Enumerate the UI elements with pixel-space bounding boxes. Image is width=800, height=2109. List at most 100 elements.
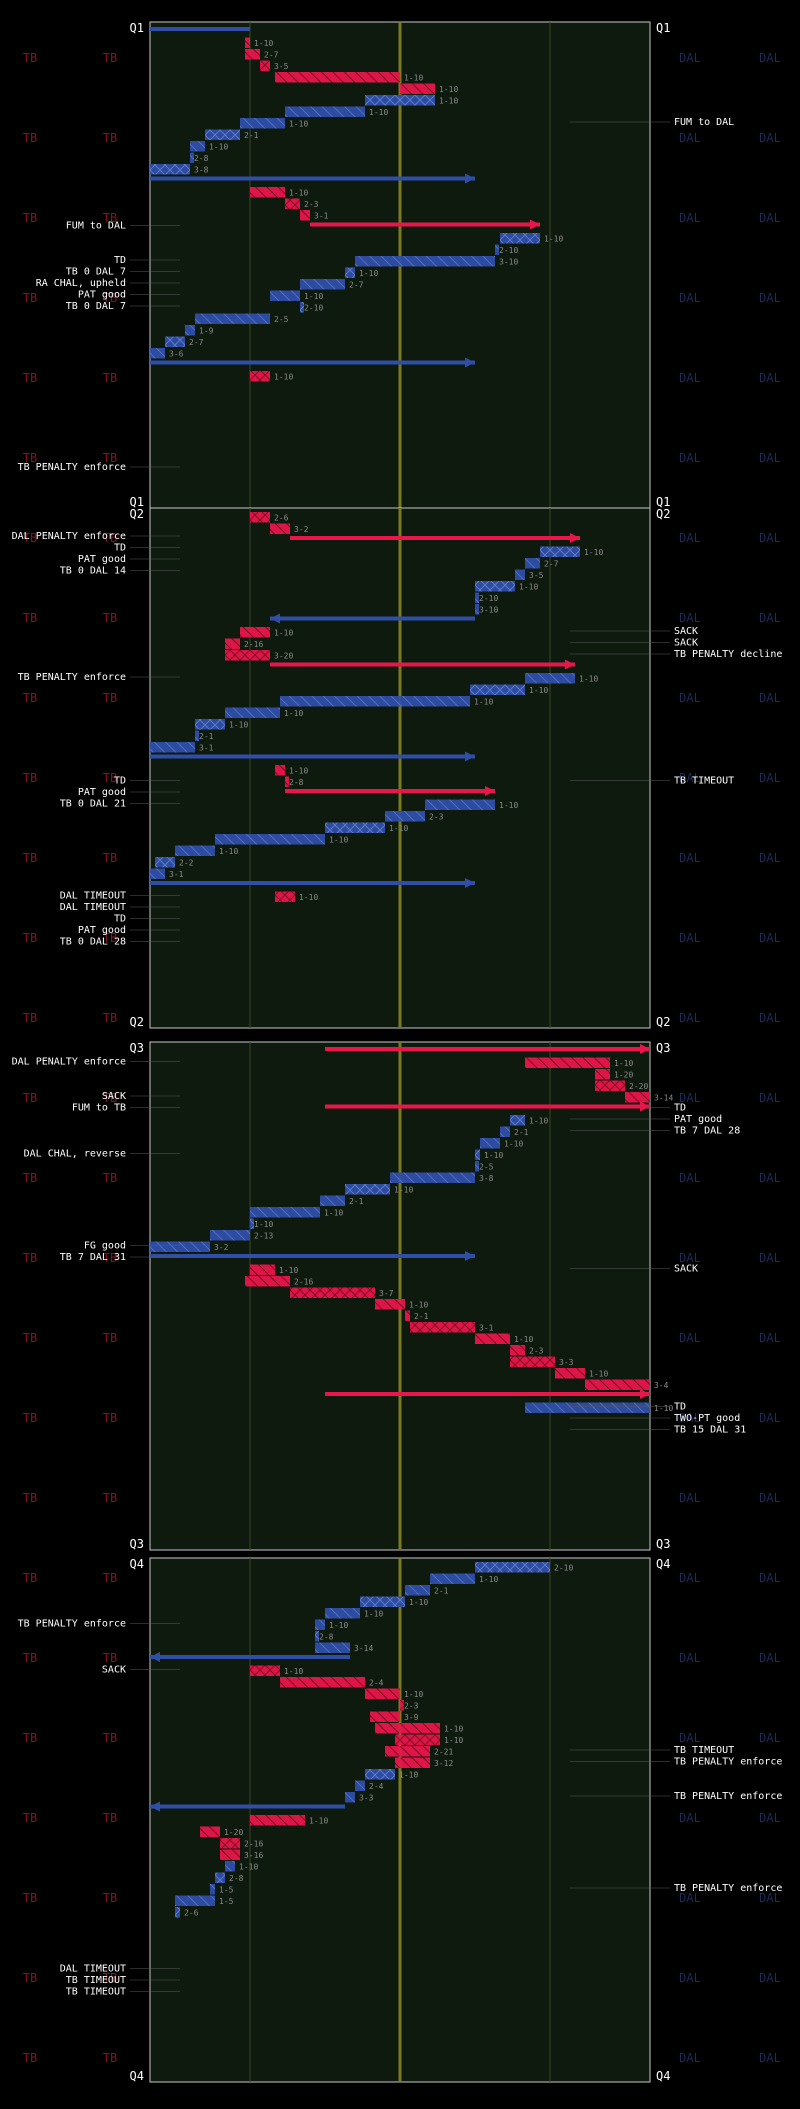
annotation-right: TB 7 DAL 28: [674, 1126, 740, 1137]
team-watermark: DAL: [679, 1491, 701, 1505]
team-watermark: TB: [103, 851, 117, 865]
play-bar: [150, 1241, 210, 1252]
annotation-left: FUM to DAL: [66, 221, 126, 232]
team-watermark: TB: [103, 1731, 117, 1745]
play-bar: [250, 1264, 275, 1275]
team-watermark: TB: [23, 1651, 37, 1665]
annotation-left: TB 0 DAL 7: [66, 301, 126, 312]
team-watermark: DAL: [759, 1411, 781, 1425]
team-watermark: TB: [103, 1971, 117, 1985]
team-watermark: DAL: [759, 931, 781, 945]
down-label: 3-20: [274, 652, 293, 661]
down-label: 2-4: [369, 1679, 384, 1688]
team-watermark: DAL: [679, 2051, 701, 2065]
quarter-label: Q3: [130, 1041, 144, 1055]
annotation-right: TB PENALTY enforce: [674, 1757, 782, 1768]
annotation-left: SACK: [102, 1091, 126, 1102]
play-bar: [300, 302, 304, 313]
quarter-label: Q2: [130, 507, 144, 521]
play-bar: [315, 1619, 325, 1630]
play-bar: [500, 233, 540, 244]
down-label: 1-9: [199, 327, 214, 336]
play-bar: [585, 1379, 650, 1390]
annotation-left: PAT good: [78, 554, 126, 565]
kick-arrow: [465, 357, 475, 368]
team-watermark: TB: [103, 691, 117, 705]
down-label: 1-10: [389, 824, 408, 833]
play-bar: [150, 164, 190, 175]
team-watermark: DAL: [759, 1251, 781, 1265]
down-label: 2-21: [434, 1748, 453, 1757]
play-bar: [250, 187, 285, 198]
annotation-right: SACK: [674, 638, 698, 649]
down-label: 1-10: [289, 120, 308, 129]
team-watermark: DAL: [759, 1331, 781, 1345]
quarter-label: Q2: [656, 507, 670, 521]
play-bar: [355, 256, 495, 267]
play-bar: [595, 1069, 610, 1080]
team-watermark: DAL: [679, 851, 701, 865]
team-watermark: DAL: [759, 1891, 781, 1905]
down-label: 1-10: [254, 1220, 273, 1229]
down-label: 3-2: [214, 1243, 229, 1252]
play-bar: [475, 1161, 479, 1172]
team-watermark: DAL: [679, 771, 701, 785]
down-label: 1-10: [299, 893, 318, 902]
team-watermark: DAL: [759, 1011, 781, 1025]
team-watermark: TB: [23, 771, 37, 785]
team-watermark: TB: [103, 1091, 117, 1105]
play-bar: [210, 1230, 250, 1241]
quarter-label: Q1: [130, 21, 144, 35]
down-label: 2-1: [349, 1197, 364, 1206]
annotation-right: TB PENALTY decline: [674, 649, 782, 660]
quarter-label: Q3: [130, 1537, 144, 1551]
down-label: 3-16: [244, 1851, 263, 1860]
annotation-right: TB TIMEOUT: [674, 776, 734, 787]
team-watermark: DAL: [679, 1971, 701, 1985]
team-watermark: TB: [23, 1891, 37, 1905]
down-label: 2-3: [429, 813, 444, 822]
annotation-right: PAT good: [674, 1114, 722, 1125]
play-bar: [155, 857, 175, 868]
annotation-left: DAL PENALTY enforce: [12, 1057, 126, 1068]
down-label: 1-10: [529, 1117, 548, 1126]
play-bar: [475, 604, 479, 615]
kick-arrow: [570, 533, 580, 543]
team-watermark: DAL: [679, 1811, 701, 1825]
down-label: 1-10: [209, 143, 228, 152]
quarter-label: Q1: [130, 495, 144, 509]
down-label: 3-6: [169, 350, 184, 359]
play-bar: [525, 558, 540, 569]
down-label: 1-10: [254, 39, 273, 48]
team-watermark: TB: [103, 291, 117, 305]
down-label: 1-10: [544, 235, 563, 244]
annotation-left: SACK: [102, 1665, 126, 1676]
team-watermark: TB: [103, 211, 117, 225]
down-label: 1-10: [289, 767, 308, 776]
team-watermark: TB: [23, 531, 37, 545]
play-bar: [510, 1115, 525, 1126]
play-bar: [475, 1149, 480, 1160]
annotation-right: TB 15 DAL 31: [674, 1425, 746, 1436]
quarter-label: Q4: [130, 1557, 144, 1571]
down-label: 1-10: [239, 1863, 258, 1872]
down-label: 1-10: [614, 1059, 633, 1068]
down-label: 2-7: [189, 338, 204, 347]
down-label: 3-2: [294, 525, 309, 534]
team-watermark: TB: [23, 931, 37, 945]
play-bar: [225, 650, 270, 661]
play-bar: [200, 1826, 220, 1837]
team-watermark: DAL: [679, 291, 701, 305]
play-bar: [185, 325, 195, 336]
quarter-label: Q1: [656, 495, 670, 509]
play-bar: [225, 707, 280, 718]
annotation-left: TB 0 DAL 7: [66, 267, 126, 278]
down-label: 2-1: [434, 1587, 449, 1596]
down-label: 1-10: [284, 1667, 303, 1676]
team-watermark: DAL: [679, 1571, 701, 1585]
annotation-left: TB PENALTY enforce: [18, 462, 126, 473]
annotation-left: DAL TIMEOUT: [60, 1964, 126, 1975]
play-bar: [260, 60, 270, 71]
play-bar: [245, 49, 260, 60]
down-label: 3-5: [274, 62, 289, 71]
